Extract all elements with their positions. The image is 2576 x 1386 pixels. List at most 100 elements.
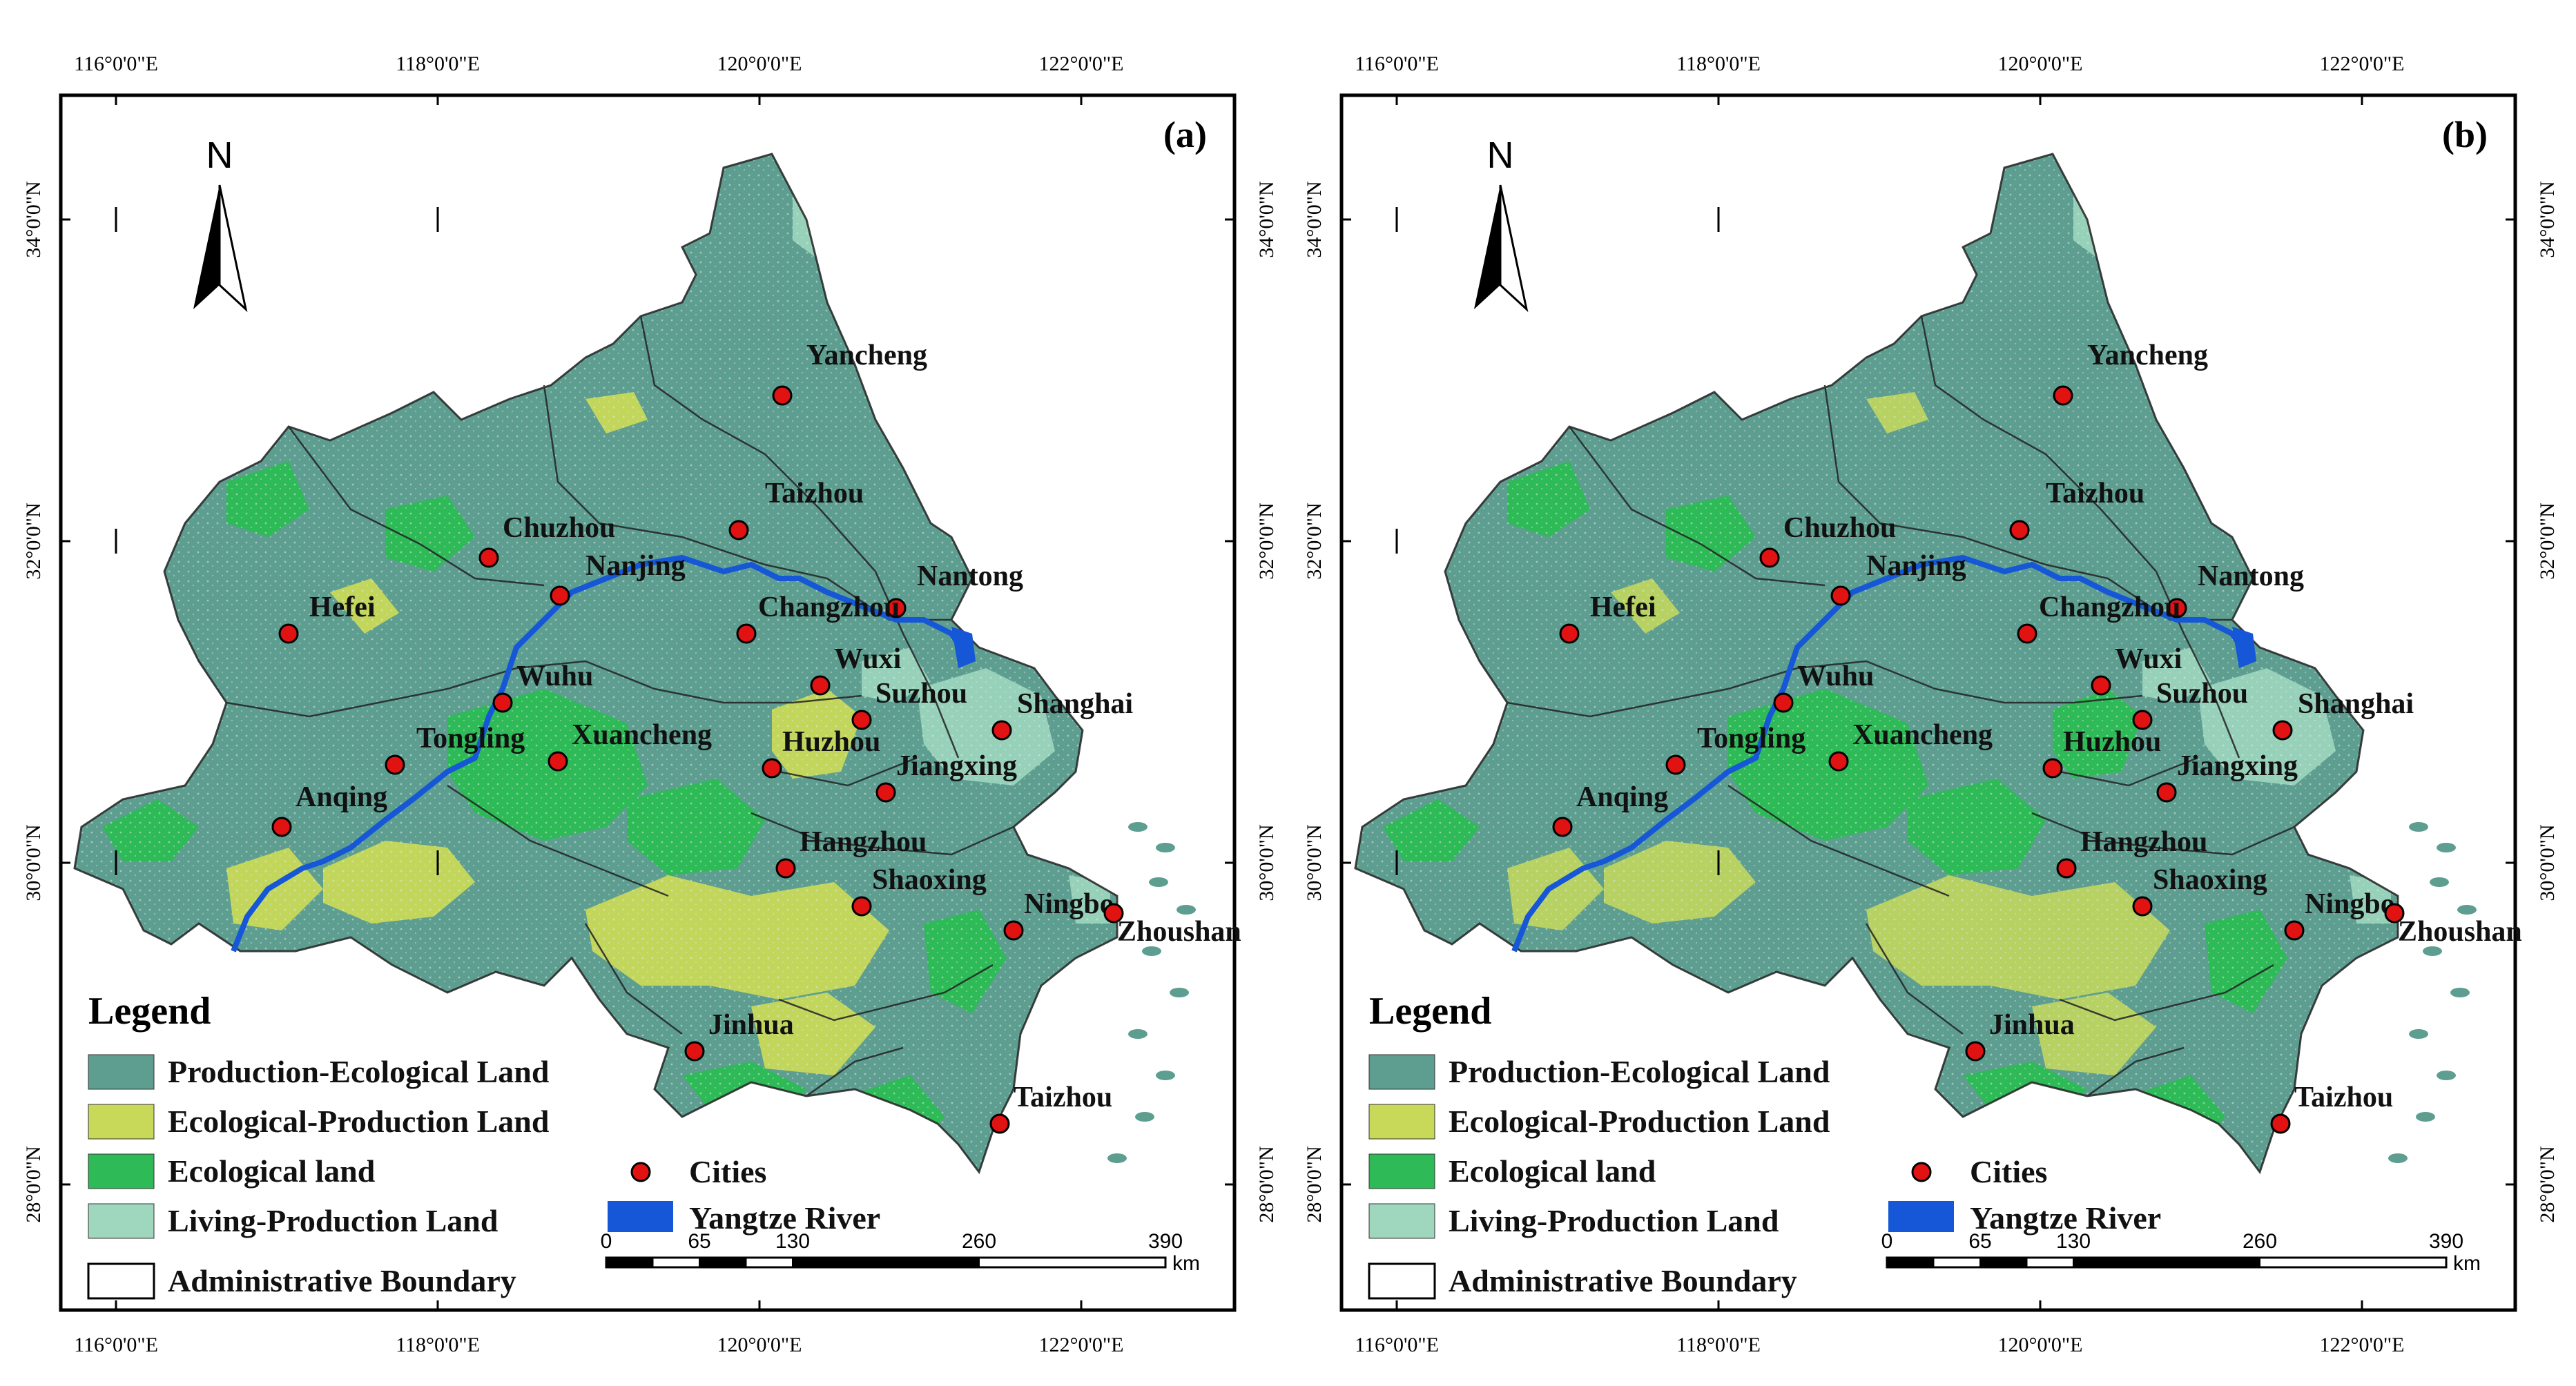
legend-title: Legend <box>1369 990 1491 1033</box>
city-label: Wuhu <box>1797 661 1874 692</box>
city-marker <box>2053 385 2073 406</box>
city-label: Ningbo <box>2305 888 2395 920</box>
island <box>2437 843 2456 852</box>
city-label: Nanjing <box>585 550 686 582</box>
scale-segment <box>2026 1257 2074 1268</box>
city-marker <box>2132 710 2153 730</box>
region-outline <box>1354 153 2399 1175</box>
boundary-line <box>806 1046 904 1097</box>
island <box>1170 988 1189 997</box>
legend-label: Living-Production Land <box>1449 1203 1779 1238</box>
scale-tick-label: 260 <box>962 1230 996 1253</box>
scale-tick-label: 260 <box>2243 1230 2277 1253</box>
city-marker <box>886 598 907 618</box>
city-label: Tongling <box>1697 723 1805 754</box>
city-label: Hangzhou <box>800 826 927 858</box>
city-marker <box>2017 623 2037 644</box>
city-marker <box>1830 585 1851 606</box>
boundary-line <box>778 757 918 787</box>
scale-segment <box>1886 1257 1935 1268</box>
city-marker <box>1828 751 1849 772</box>
lat-label-left: 32°0'0"N <box>22 502 45 579</box>
city-label: Nantong <box>917 560 1023 592</box>
lon-label-bottom: 120°0'0"E <box>717 1334 802 1356</box>
scale-segment <box>792 1257 980 1268</box>
city-marker <box>1965 1041 1986 1062</box>
boundary-line <box>2086 1046 2185 1097</box>
scale-segment <box>1979 1257 2028 1268</box>
city-marker <box>385 754 405 775</box>
lat-label-right: 30°0'0"N <box>2536 824 2559 901</box>
city-marker <box>684 1041 705 1062</box>
city-label: Chuzhou <box>503 512 615 544</box>
boundary-line <box>778 964 994 1022</box>
boundary-line <box>226 660 862 718</box>
city-label: Anqing <box>296 781 387 813</box>
island <box>1128 1029 1147 1039</box>
city-label: Taizhou <box>765 478 864 509</box>
city-marker <box>2056 858 2077 879</box>
city-layer: Yancheng Taizhou Chuzhou Nanjing Nantong Chan… <box>1552 340 2522 1134</box>
island <box>1107 1153 1127 1163</box>
north-label: N <box>1487 135 1514 176</box>
lon-label-top: 116°0'0"E <box>74 52 158 75</box>
city-marker <box>1759 547 1780 568</box>
lon-label-top: 120°0'0"E <box>717 52 802 75</box>
island <box>2409 1029 2428 1039</box>
boundary-line <box>1727 784 1950 897</box>
city-marker <box>1103 903 1124 924</box>
legend-river-swatch <box>1888 1201 1954 1232</box>
city-marker <box>1552 817 1573 837</box>
city-marker <box>851 710 872 730</box>
city-marker <box>2284 920 2305 941</box>
legend-swatch-boundary <box>87 1262 155 1300</box>
legend: Legend Production-Ecological Land Ecologic… <box>1368 990 2161 1300</box>
island <box>1176 905 1196 915</box>
city-label: Shaoxing <box>872 864 987 896</box>
city-marker <box>2270 1113 2291 1134</box>
city-layer: Yancheng Taizhou Chuzhou Nanjing Nantong Chan… <box>271 340 1241 1134</box>
city-label: Taizhou <box>2046 478 2144 509</box>
yangtze-river <box>1511 555 2249 953</box>
lon-label-top: 122°0'0"E <box>1039 52 1124 75</box>
legend-label: Cities <box>689 1154 766 1189</box>
scale-tick-label: 390 <box>1148 1230 1183 1253</box>
city-marker <box>2009 520 2030 540</box>
boundary-line <box>1920 315 2157 572</box>
lon-label-top: 118°0'0"E <box>396 52 480 75</box>
legend-swatch-living-production <box>1368 1203 1435 1239</box>
city-label: Xuancheng <box>572 719 712 751</box>
lon-label-bottom: 122°0'0"E <box>1039 1334 1124 1356</box>
lat-label-left: 34°0'0"N <box>1303 181 1326 257</box>
lon-label-bottom: 118°0'0"E <box>1676 1334 1761 1356</box>
lat-label-right: 30°0'0"N <box>1255 824 1278 901</box>
city-marker <box>2091 675 2111 696</box>
island <box>1142 946 1161 956</box>
scale-unit: km <box>1172 1252 1200 1275</box>
legend-city-icon <box>1911 1162 1932 1182</box>
coastal-islands <box>2388 822 2477 1163</box>
legend-swatch-ecological-production <box>88 1104 155 1140</box>
city-label: Yancheng <box>806 340 927 371</box>
city-marker <box>1003 920 1024 941</box>
city-label: Suzhou <box>2156 678 2248 710</box>
graticule-ticks <box>61 95 1234 1310</box>
city-marker <box>728 520 749 540</box>
scale-tick-label: 0 <box>1881 1230 1893 1253</box>
scale-segment <box>2073 1257 2260 1268</box>
scale-segment <box>978 1257 1166 1268</box>
city-marker <box>2384 903 2405 924</box>
lon-label-bottom: 120°0'0"E <box>1998 1334 2083 1356</box>
city-label: Anqing <box>1576 781 1668 813</box>
island <box>2457 905 2477 915</box>
scale-tick-label: 390 <box>2429 1230 2463 1253</box>
scale-outline <box>1886 1256 2448 1269</box>
island <box>1156 1071 1175 1080</box>
city-label: Chuzhou <box>1783 512 1896 544</box>
north-label: N <box>206 135 233 176</box>
city-marker <box>810 675 831 696</box>
boundary-line <box>2031 812 2295 856</box>
legend-swatch-boundary <box>1368 1262 1436 1300</box>
